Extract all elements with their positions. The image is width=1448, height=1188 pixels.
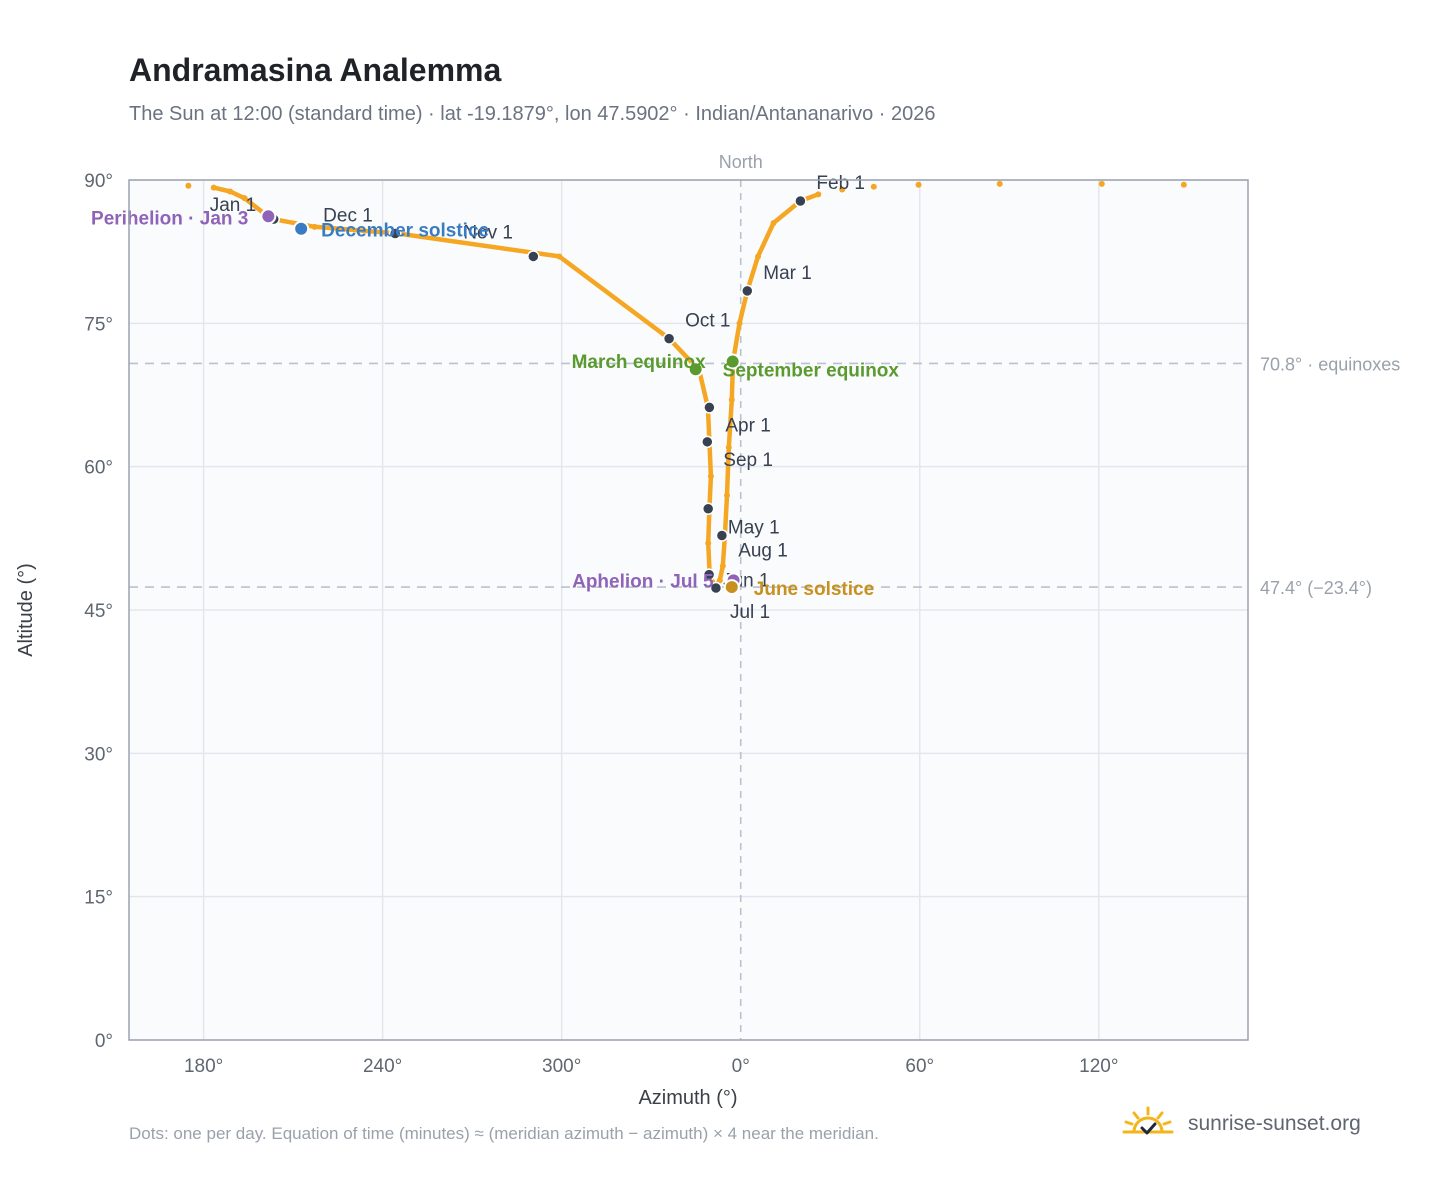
chart-title: Andramasina Analemma — [129, 52, 502, 88]
axes: 0° 15° 30° 45° 60° 75° 90° 180° 240° 300° 0° 60° 120… — [84, 171, 1118, 1077]
y-tick-label: 0° — [95, 1031, 113, 1052]
event-markers: Perihelion · Jan 3 December solstice March… — [91, 208, 899, 600]
month-marker-label: Jan 1 — [210, 195, 256, 216]
month-marker-label: Aug 1 — [738, 541, 788, 562]
daily-dot — [815, 191, 822, 198]
y-axis-label: Altitude (°) — [15, 563, 37, 657]
reference-line-label: 70.8° · equinoxes — [1260, 354, 1400, 374]
month-marker-dot — [703, 401, 716, 414]
event-marker-label: Aphelion · Jul 5 — [572, 571, 714, 592]
event-marker-dot — [293, 220, 310, 237]
daily-dot — [556, 253, 563, 260]
daily-dot — [723, 492, 730, 499]
daily-dot — [915, 181, 922, 188]
x-tick-label: 120° — [1079, 1056, 1118, 1077]
daily-dot — [996, 180, 1003, 187]
x-tick-label: 240° — [363, 1056, 402, 1077]
daily-dot — [728, 396, 735, 403]
event-marker-label: December solstice — [321, 221, 489, 242]
event-marker-label: March equinox — [572, 352, 707, 373]
x-axis-label: Azimuth (°) — [638, 1087, 737, 1109]
daily-dot — [227, 188, 234, 195]
month-marker-dot — [741, 284, 754, 298]
event-marker-dot — [724, 353, 741, 370]
x-tick-label: 300° — [542, 1056, 581, 1077]
sun-check-icon — [1122, 1106, 1174, 1135]
daily-dot — [311, 223, 318, 230]
daily-dot — [707, 473, 714, 480]
y-tick-label: 75° — [84, 314, 113, 335]
daily-dot — [719, 563, 726, 570]
north-label: North — [719, 152, 763, 172]
daily-dot — [755, 253, 762, 260]
month-marker-dot — [701, 435, 714, 449]
daily-dot — [241, 195, 248, 202]
daily-dot — [716, 577, 723, 584]
daily-dot — [736, 320, 743, 327]
month-marker-label: Nov 1 — [463, 222, 513, 243]
month-marker-label: Mar 1 — [763, 263, 812, 284]
month-marker-dot — [388, 227, 402, 240]
event-marker-dot — [723, 579, 740, 596]
month-marker-dot — [701, 502, 715, 515]
daily-dot — [210, 184, 217, 191]
footnote: Dots: one per day. Equation of time (min… — [129, 1124, 879, 1143]
event-marker-label: June solstice — [754, 579, 874, 600]
daily-dot — [1098, 180, 1105, 187]
daily-dot — [705, 540, 712, 547]
month-marker-dot — [794, 194, 807, 208]
plot-frame — [128, 179, 1249, 1041]
month-marker-label: Oct 1 — [685, 311, 730, 332]
chart-subtitle: The Sun at 12:00 (standard time) · lat -… — [129, 103, 936, 125]
event-marker-dot — [260, 208, 277, 225]
daily-dot — [770, 220, 777, 226]
x-tick-label: 60° — [905, 1056, 934, 1077]
month-marker-label: Dec 1 — [323, 206, 373, 227]
reference-lines: North 70.8° · equinoxes 47.4° (−23.4°) — [129, 152, 1400, 1040]
daily-dot — [839, 186, 846, 193]
y-tick-label: 45° — [84, 601, 113, 622]
event-marker-dot — [687, 361, 704, 378]
event-marker-label: September equinox — [723, 361, 900, 382]
y-tick-label: 90° — [84, 171, 113, 192]
month-marker-label: Jul 1 — [730, 602, 770, 623]
month-marker-label: Sep 1 — [723, 450, 773, 471]
month-marker-dot — [715, 529, 729, 542]
x-tick-label: 180° — [184, 1056, 223, 1077]
daily-dot — [870, 183, 877, 190]
y-tick-label: 15° — [84, 888, 113, 909]
daily-dot — [1180, 181, 1187, 188]
daily-dot — [185, 182, 192, 189]
month-marker-dot — [662, 332, 676, 345]
month-marker-label: Apr 1 — [725, 415, 770, 436]
month-marker-dot — [709, 581, 723, 595]
reference-line-label: 47.4° (−23.4°) — [1260, 578, 1372, 598]
y-tick-label: 60° — [84, 458, 113, 479]
month-marker-dot — [527, 250, 540, 263]
brand-logo[interactable]: sunrise-sunset.org — [1120, 1100, 1361, 1148]
daily-dot — [725, 444, 732, 451]
month-marker-dot — [702, 568, 716, 581]
brand-name: sunrise-sunset.org — [1188, 1112, 1361, 1135]
y-tick-label: 30° — [84, 744, 113, 765]
x-tick-label: 0° — [732, 1056, 750, 1077]
month-marker-label: May 1 — [728, 517, 780, 538]
event-marker-label: Perihelion · Jan 3 — [91, 208, 248, 229]
month-marker-label: Feb 1 — [816, 173, 865, 194]
